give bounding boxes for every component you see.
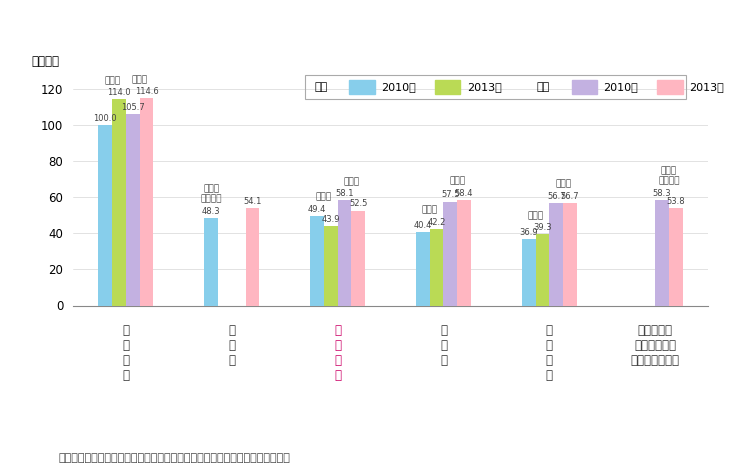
Text: 第２位
（男性）: 第２位 （男性） [200,184,222,204]
Bar [112,100,126,306]
Text: 男性: 男性 [315,82,328,92]
Bar [549,203,563,306]
Text: 第２位: 第２位 [449,176,465,186]
Text: 女性: 女性 [537,82,550,92]
Bar [349,80,374,94]
Text: 注：通院者には入院者は含まないが、分母となる世帯人員には入院者を含む。: 注：通院者には入院者は含まないが、分母となる世帯人員には入院者を含む。 [58,453,291,462]
Text: 57.5: 57.5 [441,190,460,199]
Text: 42.2: 42.2 [427,218,446,227]
Text: 第５位: 第５位 [343,177,359,186]
Text: 第４位
（女性）: 第４位 （女性） [658,166,680,186]
Text: 第１位: 第１位 [104,76,120,85]
Text: 第３位: 第３位 [555,180,571,188]
Text: 58.3: 58.3 [653,189,672,198]
Bar [435,80,461,94]
Bar [522,239,536,306]
Text: 58.4: 58.4 [455,189,473,198]
Text: 腰
痛
症: 腰 痛 症 [440,324,447,367]
Text: 第１位: 第１位 [131,75,147,84]
Text: 第３位: 第３位 [316,193,332,202]
Bar [139,98,153,306]
Text: 56.7: 56.7 [547,192,566,201]
Text: 58.1: 58.1 [335,189,354,198]
Bar [656,200,669,306]
Text: 眼
の
病
気: 眼 の 病 気 [546,324,553,382]
Bar [572,80,597,94]
Bar [310,216,324,306]
Bar [657,80,683,94]
Bar [204,218,218,306]
Bar [443,202,457,306]
Bar [563,203,577,306]
Text: 第５位: 第５位 [528,211,544,220]
Text: 53.8: 53.8 [666,197,685,206]
Text: 36.9: 36.9 [519,227,538,236]
Text: 39.3: 39.3 [533,223,552,232]
Text: 114.0: 114.0 [107,88,131,97]
Bar [416,233,430,306]
Text: 2013年: 2013年 [689,82,724,92]
Text: 100.0: 100.0 [93,114,117,123]
Bar [99,125,112,306]
Text: 52.5: 52.5 [349,199,367,208]
Text: 105.7: 105.7 [121,103,145,112]
Text: 糖
尿
病: 糖 尿 病 [228,324,235,367]
Text: 2010年: 2010年 [603,82,638,92]
Text: 43.9: 43.9 [321,215,340,224]
Bar [305,75,686,99]
Bar [536,235,549,306]
Text: 高
血
圧
症: 高 血 圧 症 [123,324,129,382]
Bar [126,114,139,306]
Bar [457,200,471,306]
Text: 56.7: 56.7 [561,192,580,201]
Bar [351,211,365,306]
Text: 114.6: 114.6 [135,87,158,96]
Text: 脂質異常症
（高コレステ
ロール血症等）: 脂質異常症 （高コレステ ロール血症等） [631,324,680,367]
Bar [430,229,443,306]
Text: 48.3: 48.3 [201,207,220,216]
Text: 49.4: 49.4 [308,205,326,214]
Text: 54.1: 54.1 [243,196,261,205]
Text: 2010年: 2010年 [381,82,416,92]
Text: 2013年: 2013年 [466,82,502,92]
Bar [245,208,259,306]
Text: 歯
の
病
気: 歯 の 病 気 [334,324,341,382]
Bar [324,226,337,306]
Bar [669,208,683,306]
Text: 人口千対: 人口千対 [31,55,60,68]
Text: 第４位: 第４位 [422,206,438,215]
Text: 40.4: 40.4 [414,221,432,230]
Bar [337,201,351,306]
